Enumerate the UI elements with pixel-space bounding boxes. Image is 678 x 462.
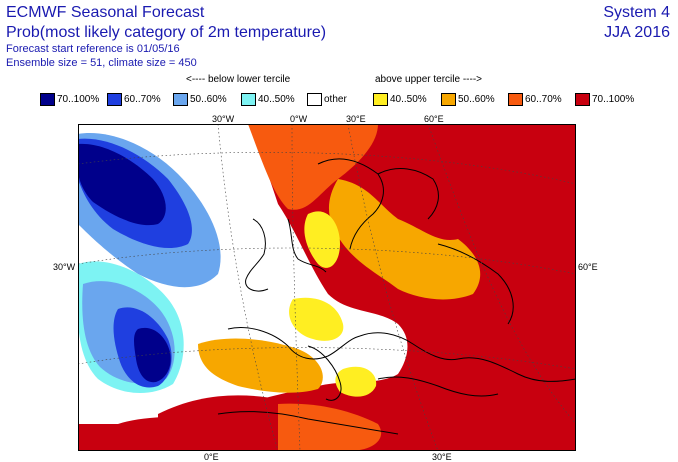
system-label: System 4 bbox=[603, 4, 670, 21]
legend-swatch bbox=[307, 92, 322, 106]
legend-item: 40..50% bbox=[241, 92, 295, 106]
region-50-60-warm bbox=[198, 338, 323, 393]
probability-map bbox=[78, 124, 576, 451]
region-60-70-warm bbox=[248, 124, 378, 210]
legend-swatch bbox=[173, 92, 188, 106]
legend-label: 70..100% bbox=[592, 93, 635, 105]
legend-swatch bbox=[575, 92, 590, 106]
legend-label: 50..60% bbox=[190, 93, 227, 105]
legend-item: other bbox=[307, 92, 347, 106]
page-subtitle: Prob(most likely category of 2m temperat… bbox=[6, 24, 327, 41]
legend-label: 70..100% bbox=[57, 93, 100, 105]
legend-swatch bbox=[40, 92, 55, 106]
region-50-60-warm bbox=[328, 179, 481, 300]
legend-item: 40..50% bbox=[373, 92, 427, 106]
graticule-label-bottom-30e: 30°E bbox=[432, 452, 452, 462]
legend-swatch bbox=[241, 92, 256, 106]
legend-item: 60..70% bbox=[107, 92, 161, 106]
region-40-50-warm bbox=[335, 366, 377, 397]
below-tercile-label: <---- below lower tercile bbox=[186, 74, 291, 85]
forecast-reference: Forecast start reference is 01/05/16 bbox=[6, 43, 180, 55]
page-title: ECMWF Seasonal Forecast bbox=[6, 4, 205, 21]
above-tercile-label: above upper tercile ----> bbox=[375, 74, 482, 85]
legend-label: 40..50% bbox=[258, 93, 295, 105]
region-60-70-warm bbox=[278, 403, 382, 451]
legend-label: 60..70% bbox=[124, 93, 161, 105]
legend-swatch bbox=[107, 92, 122, 106]
legend-label: 50..60% bbox=[458, 93, 495, 105]
graticule-label-right-60e: 60°E bbox=[578, 262, 598, 272]
legend-item: 60..70% bbox=[508, 92, 562, 106]
graticule bbox=[78, 124, 576, 451]
graticule-label-top-30e: 30°E bbox=[346, 114, 366, 124]
graticule-label-top-30w: 30°W bbox=[212, 114, 235, 124]
legend-swatch bbox=[441, 92, 456, 106]
legend-label: 60..70% bbox=[525, 93, 562, 105]
ensemble-size: Ensemble size = 51, climate size = 450 bbox=[6, 57, 197, 69]
legend-item: 70..100% bbox=[575, 92, 634, 106]
region-70-100-cold bbox=[78, 143, 166, 226]
region-40-50-warm bbox=[289, 297, 344, 341]
graticule-label-top-60e: 60°E bbox=[424, 114, 444, 124]
coastlines bbox=[217, 158, 576, 435]
legend-swatch bbox=[508, 92, 523, 106]
region-40-50-warm bbox=[304, 211, 340, 268]
map-frame bbox=[78, 124, 576, 451]
legend-label: other bbox=[324, 93, 347, 105]
graticule-label-top-0w: 0°W bbox=[290, 114, 308, 124]
legend-item: 50..60% bbox=[173, 92, 227, 106]
season-label: JJA 2016 bbox=[604, 24, 670, 41]
region-70-100-cold bbox=[134, 327, 171, 383]
legend-label: 40..50% bbox=[390, 93, 427, 105]
legend-item: 70..100% bbox=[40, 92, 99, 106]
graticule-label-bottom-0e: 0°E bbox=[204, 452, 219, 462]
legend-swatch bbox=[373, 92, 388, 106]
graticule-label-left-30w: 30°W bbox=[53, 262, 76, 272]
legend-item: 50..60% bbox=[441, 92, 495, 106]
